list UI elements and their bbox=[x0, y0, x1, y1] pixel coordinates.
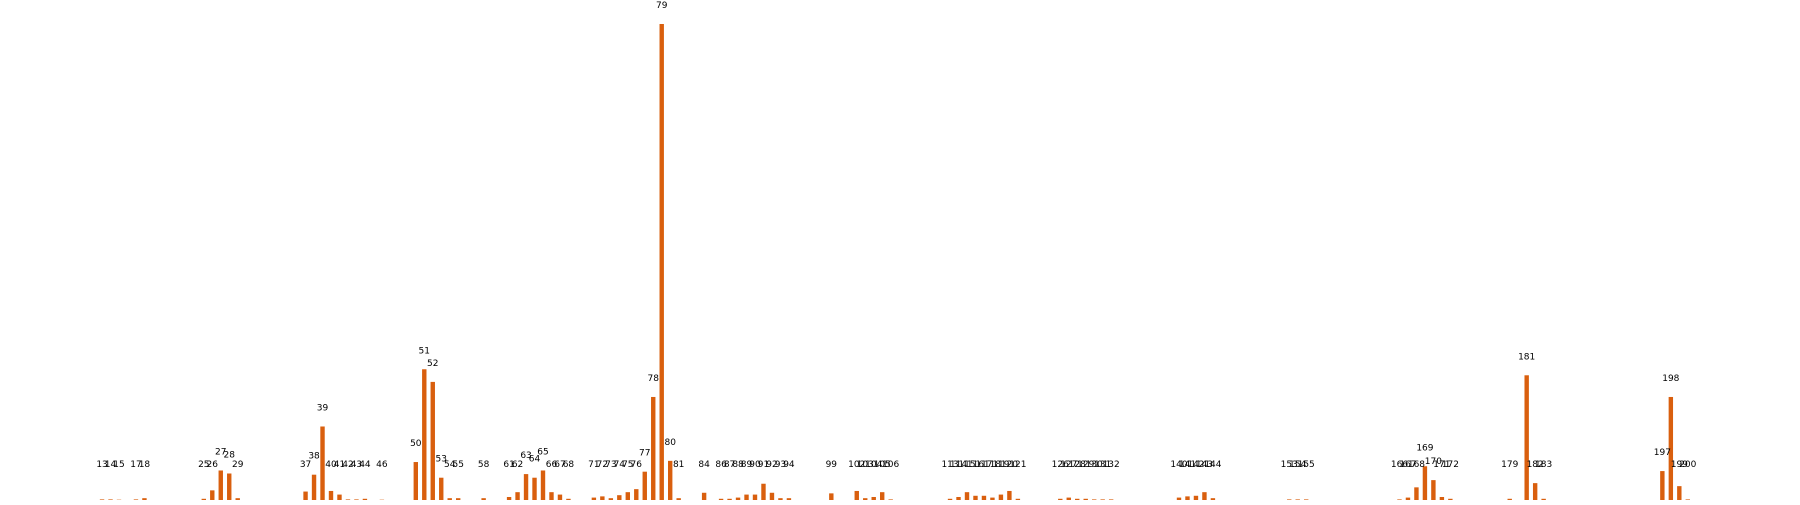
bars-layer bbox=[100, 24, 1690, 500]
data-label-18: 18 bbox=[139, 460, 151, 470]
bar-50 bbox=[414, 462, 418, 500]
bar-65 bbox=[541, 470, 545, 500]
data-label-55: 55 bbox=[452, 460, 463, 470]
data-label-80: 80 bbox=[664, 438, 676, 448]
bar-41 bbox=[337, 495, 341, 500]
bar-40 bbox=[329, 491, 333, 500]
data-label-183: 183 bbox=[1535, 460, 1552, 470]
bar-199 bbox=[1677, 486, 1681, 500]
data-label-197: 197 bbox=[1654, 448, 1671, 458]
data-label-50: 50 bbox=[410, 439, 422, 449]
data-label-62: 62 bbox=[512, 460, 523, 470]
data-label-169: 169 bbox=[1416, 443, 1433, 453]
bar-169 bbox=[1423, 466, 1427, 500]
data-label-44: 44 bbox=[359, 460, 371, 470]
bar-197 bbox=[1660, 471, 1664, 500]
bar-116 bbox=[973, 496, 977, 500]
data-label-144: 144 bbox=[1204, 460, 1221, 470]
data-label-168: 168 bbox=[1408, 460, 1425, 470]
bar-39 bbox=[320, 426, 324, 500]
bar-51 bbox=[422, 369, 426, 500]
data-label-52: 52 bbox=[427, 359, 438, 369]
data-label-198: 198 bbox=[1662, 374, 1679, 384]
bar-115 bbox=[965, 492, 969, 500]
bar-168 bbox=[1414, 487, 1418, 500]
bar-90 bbox=[753, 495, 757, 500]
bar-80 bbox=[668, 461, 672, 500]
data-label-79: 79 bbox=[656, 1, 668, 11]
bar-120 bbox=[1007, 491, 1011, 500]
bar-143 bbox=[1202, 492, 1206, 500]
bar-26 bbox=[210, 490, 214, 500]
bar-119 bbox=[999, 495, 1003, 500]
data-label-99: 99 bbox=[826, 460, 838, 470]
data-label-58: 58 bbox=[478, 460, 490, 470]
bar-99 bbox=[829, 493, 833, 500]
data-label-78: 78 bbox=[648, 374, 660, 384]
bar-28 bbox=[227, 473, 231, 500]
bar-66 bbox=[549, 492, 553, 500]
data-label-77: 77 bbox=[639, 449, 650, 459]
data-label-29: 29 bbox=[232, 460, 244, 470]
data-label-65: 65 bbox=[537, 447, 548, 457]
bar-53 bbox=[439, 478, 443, 500]
bar-72 bbox=[600, 496, 604, 500]
data-label-76: 76 bbox=[631, 460, 643, 470]
data-label-155: 155 bbox=[1298, 460, 1315, 470]
bar-75 bbox=[626, 492, 630, 500]
bar-63 bbox=[524, 474, 528, 500]
data-label-121: 121 bbox=[1009, 460, 1026, 470]
data-label-179: 179 bbox=[1501, 460, 1518, 470]
bar-67 bbox=[558, 495, 562, 500]
bar-74 bbox=[617, 495, 621, 500]
data-label-51: 51 bbox=[419, 346, 430, 356]
bar-79 bbox=[660, 24, 664, 500]
bar-105 bbox=[880, 492, 884, 500]
bar-141 bbox=[1185, 496, 1189, 500]
data-label-28: 28 bbox=[224, 450, 236, 460]
bar-102 bbox=[855, 491, 859, 500]
bar-38 bbox=[312, 475, 316, 500]
bar-84 bbox=[702, 493, 706, 500]
bar-64 bbox=[532, 478, 536, 500]
data-label-68: 68 bbox=[563, 460, 575, 470]
data-label-84: 84 bbox=[698, 460, 710, 470]
data-label-81: 81 bbox=[673, 460, 684, 470]
bar-78 bbox=[651, 397, 655, 500]
bar-62 bbox=[515, 492, 519, 500]
data-label-94: 94 bbox=[783, 460, 795, 470]
bar-37 bbox=[303, 492, 307, 500]
bar-91 bbox=[761, 484, 765, 500]
data-label-181: 181 bbox=[1518, 352, 1535, 362]
data-label-200: 200 bbox=[1679, 460, 1696, 470]
bar-76 bbox=[634, 489, 638, 500]
bar-89 bbox=[744, 495, 748, 500]
data-label-46: 46 bbox=[376, 460, 388, 470]
bar-182 bbox=[1533, 483, 1537, 500]
bar-27 bbox=[219, 470, 223, 500]
data-label-132: 132 bbox=[1103, 460, 1120, 470]
data-label-38: 38 bbox=[308, 452, 320, 462]
data-label-26: 26 bbox=[207, 460, 219, 470]
data-label-106: 106 bbox=[882, 460, 899, 470]
bar-52 bbox=[431, 382, 435, 500]
bar-92 bbox=[770, 493, 774, 500]
data-label-39: 39 bbox=[317, 403, 329, 413]
bar-142 bbox=[1194, 496, 1198, 500]
data-label-15: 15 bbox=[113, 460, 124, 470]
bar-77 bbox=[643, 472, 647, 500]
bar-170 bbox=[1431, 480, 1435, 500]
data-label-172: 172 bbox=[1442, 460, 1459, 470]
bar-181 bbox=[1524, 375, 1528, 500]
bar-117 bbox=[982, 496, 986, 500]
